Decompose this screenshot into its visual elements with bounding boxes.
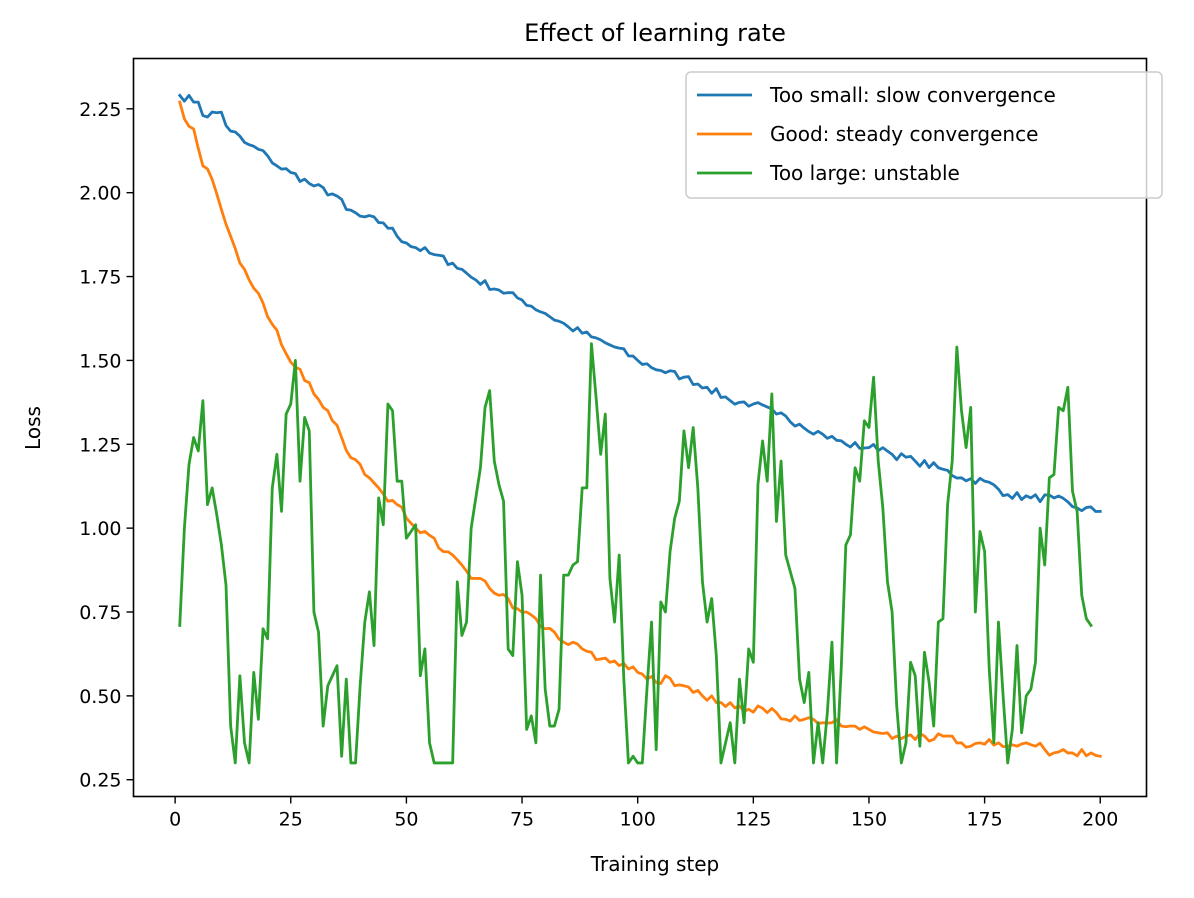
x-tick-label: 75	[510, 809, 534, 831]
x-tick-label: 50	[394, 809, 418, 831]
y-tick-label: 1.50	[79, 350, 121, 372]
y-tick-label: 0.75	[79, 602, 121, 624]
x-tick-label: 150	[851, 809, 887, 831]
y-axis-label: Loss	[21, 406, 45, 450]
series-line-3	[178, 342, 1093, 765]
x-axis-label: Training step	[590, 852, 720, 876]
series-line-2	[178, 100, 1102, 758]
x-axis-ticks: 0 25 50 75 100 125 150 175 200	[169, 796, 1118, 831]
y-tick-label: 2.25	[79, 99, 121, 121]
x-tick-label: 125	[735, 809, 771, 831]
x-tick-label: 175	[966, 809, 1002, 831]
y-tick-label: 1.00	[79, 518, 121, 540]
series-lines	[177, 93, 1102, 765]
y-axis-ticks: 0.25 0.50 0.75 1.00 1.25 1.50 1.75 2.00 2.25	[79, 99, 134, 792]
series-line-1	[177, 93, 1102, 513]
y-tick-label: 1.25	[79, 434, 121, 456]
chart-title: Effect of learning rate	[524, 19, 786, 47]
x-tick-label: 25	[279, 809, 303, 831]
axes-frame	[132, 57, 1148, 798]
legend-label-3: Too large: unstable	[769, 161, 960, 185]
legend-label-2: Good: steady convergence	[770, 122, 1038, 146]
x-tick-label: 100	[620, 809, 656, 831]
x-tick-label: 200	[1082, 809, 1118, 831]
y-tick-label: 0.50	[79, 686, 121, 708]
legend: Too small: slow convergence Good: steady …	[685, 71, 1163, 199]
y-tick-label: 1.75	[79, 267, 121, 289]
x-tick-label: 0	[169, 809, 181, 831]
legend-frame	[685, 71, 1163, 199]
legend-label-1: Too small: slow convergence	[769, 83, 1056, 107]
y-tick-label: 2.00	[79, 183, 121, 205]
y-tick-label: 0.25	[79, 770, 121, 792]
